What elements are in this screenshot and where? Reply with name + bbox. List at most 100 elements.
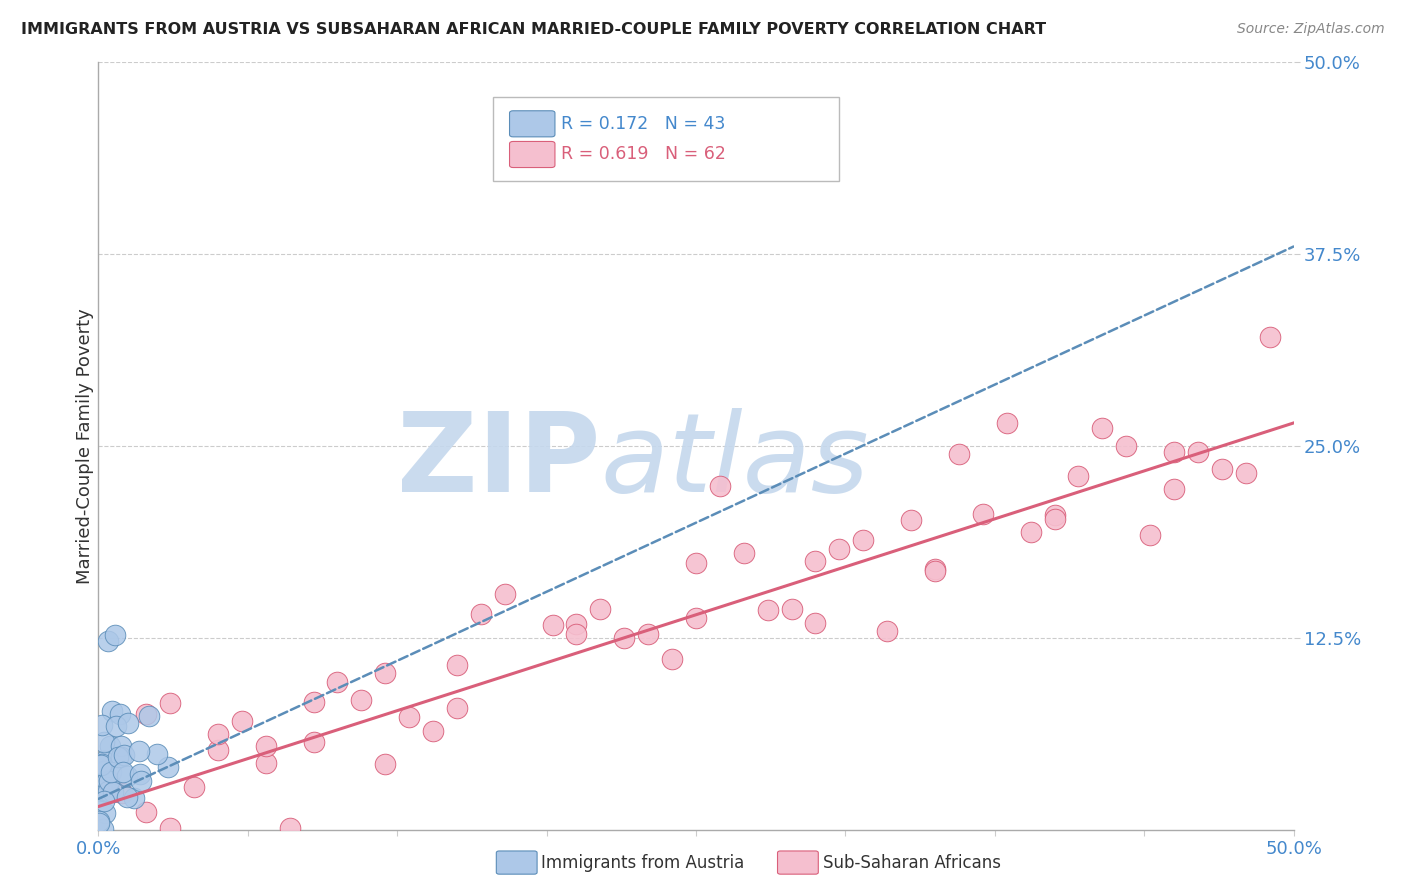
Point [93,755,115,769]
Point [470,607,492,622]
Point [302,734,325,748]
Point [446,658,468,673]
Point [422,723,444,738]
Point [108,706,131,721]
Point [254,739,277,753]
Point [709,479,731,493]
Point [1139,528,1161,542]
Point [145,747,167,762]
Point [565,626,588,640]
Point [374,757,396,772]
Point [183,780,205,795]
Point [93,794,115,808]
Point [350,693,373,707]
Point [1019,524,1042,539]
Point [1043,508,1066,523]
Point [1043,512,1066,526]
Point [494,587,516,601]
Point [900,513,922,527]
Point [1091,420,1114,434]
Point [207,727,229,741]
Point [135,805,157,820]
Point [94,805,117,820]
Point [89,789,111,803]
Point [89,814,111,828]
FancyBboxPatch shape [509,142,555,168]
Point [1211,462,1233,476]
Point [278,821,301,835]
Point [97,633,120,648]
Point [112,747,135,762]
Point [995,416,1018,430]
Point [93,764,115,779]
Point [98,774,121,789]
Point [97,780,120,795]
Point [105,719,128,733]
Point [107,750,129,764]
Point [1067,469,1090,483]
Point [780,602,803,616]
Point [135,706,157,721]
Text: ZIP: ZIP [396,408,600,515]
Point [138,708,160,723]
Point [159,696,181,710]
Point [876,624,898,638]
Point [98,739,121,753]
Text: R = 0.619   N = 62: R = 0.619 N = 62 [561,145,725,163]
Point [90,758,112,772]
Point [231,714,253,728]
Point [117,790,139,805]
Point [541,147,564,161]
Point [924,564,946,578]
Point [1163,483,1185,497]
Point [91,822,114,837]
FancyBboxPatch shape [494,97,839,181]
Point [96,774,118,789]
Point [100,764,122,779]
Point [804,615,827,630]
Point [613,632,636,646]
Point [685,611,707,625]
Text: Source: ZipAtlas.com: Source: ZipAtlas.com [1237,22,1385,37]
Point [1163,444,1185,458]
Point [948,447,970,461]
Point [804,554,827,568]
Point [254,756,277,771]
Point [446,700,468,714]
Point [207,743,229,757]
Point [110,739,132,753]
Point [110,749,132,764]
Point [111,786,134,800]
Text: R = 0.172   N = 43: R = 0.172 N = 43 [561,115,725,133]
Text: IMMIGRANTS FROM AUSTRIA VS SUBSAHARAN AFRICAN MARRIED-COUPLE FAMILY POVERTY CORR: IMMIGRANTS FROM AUSTRIA VS SUBSAHARAN AF… [21,22,1046,37]
Point [541,618,564,632]
Point [93,734,115,748]
Text: atlas: atlas [600,408,869,515]
Point [90,757,112,772]
FancyBboxPatch shape [509,111,555,136]
Point [97,784,120,798]
Point [129,767,152,781]
Point [115,769,138,783]
Point [398,710,420,724]
Point [129,774,152,789]
Y-axis label: Married-Couple Family Poverty: Married-Couple Family Poverty [76,308,94,584]
Text: Immigrants from Austria: Immigrants from Austria [541,854,745,871]
Point [685,556,707,570]
Point [589,602,612,616]
Point [112,765,135,780]
Point [326,674,349,689]
Point [661,651,683,665]
Point [924,561,946,575]
Point [101,785,124,799]
Point [90,718,112,732]
Point [157,759,180,773]
Point [637,627,659,641]
Point [756,603,779,617]
Point [565,616,588,631]
Point [1258,330,1281,344]
Point [104,628,127,642]
Point [1115,439,1137,453]
Point [89,783,111,797]
Point [128,744,150,758]
